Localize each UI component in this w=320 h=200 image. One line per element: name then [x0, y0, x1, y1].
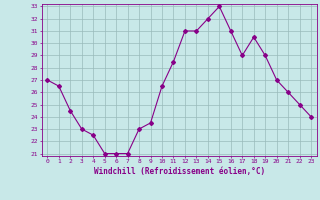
- X-axis label: Windchill (Refroidissement éolien,°C): Windchill (Refroidissement éolien,°C): [94, 167, 265, 176]
